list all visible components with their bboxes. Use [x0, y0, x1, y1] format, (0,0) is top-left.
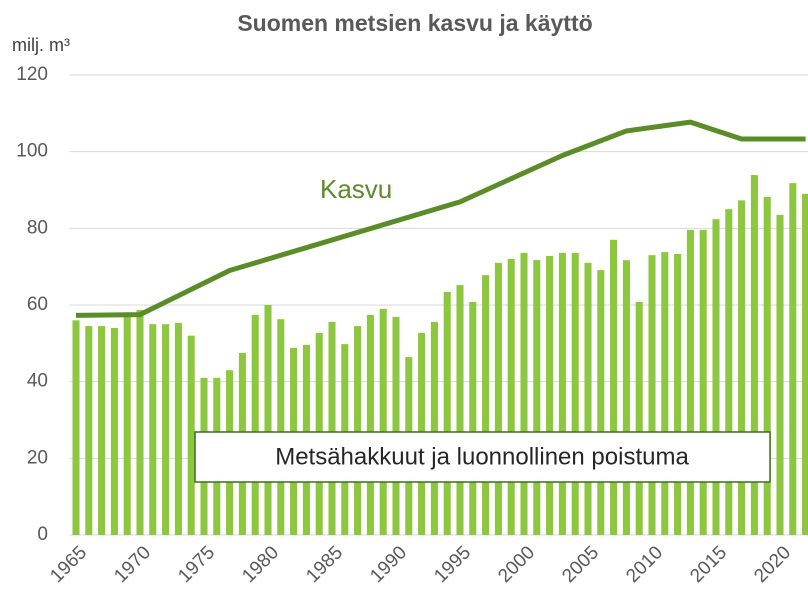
bar: [686, 229, 694, 535]
bar: [187, 335, 195, 535]
bar: [648, 255, 656, 535]
bar: [162, 324, 170, 535]
bar: [149, 324, 157, 535]
x-tick-label: 2015: [686, 542, 731, 587]
bar: [584, 262, 592, 535]
y-tick-label: 40: [27, 371, 48, 392]
bar: [533, 260, 541, 535]
y-axis-label: milj. m³: [12, 35, 70, 55]
line-label: Kasvu: [320, 174, 392, 204]
bar: [85, 326, 93, 535]
bar: [546, 255, 554, 535]
bar: [264, 305, 272, 535]
x-tick-label: 2000: [494, 542, 539, 587]
bar: [110, 328, 118, 535]
x-tick-label: 1965: [46, 542, 91, 587]
bar: [469, 301, 477, 535]
bar: [456, 285, 464, 535]
bar: [494, 262, 502, 535]
x-tick-label: 1990: [366, 542, 411, 587]
bar: [354, 326, 362, 535]
bar: [571, 252, 579, 535]
bar: [712, 219, 720, 535]
bar: [379, 308, 387, 535]
y-tick-label: 120: [16, 64, 48, 85]
bar: [558, 252, 566, 535]
bar: [622, 260, 630, 535]
bar: [72, 320, 80, 535]
y-tick-label: 0: [37, 524, 48, 545]
bar: [430, 321, 438, 535]
bar: [789, 183, 797, 535]
bar: [763, 196, 771, 535]
bar: [750, 175, 758, 536]
bar: [597, 270, 605, 535]
x-tick-label: 1995: [430, 542, 475, 587]
legend-box: [194, 431, 771, 483]
bar: [251, 314, 259, 535]
line: [75, 119, 806, 318]
bar: [98, 326, 106, 535]
y-tick-label: 100: [16, 141, 48, 162]
bar: [738, 200, 746, 535]
x-tick-label: 2010: [622, 542, 667, 587]
bar: [610, 239, 618, 536]
bar: [366, 314, 374, 535]
bar: [277, 319, 285, 535]
bar: [661, 252, 669, 535]
bar: [482, 275, 490, 535]
bar: [699, 229, 707, 535]
y-tick-label: 20: [27, 447, 48, 468]
legend-label: Metsähakkuut ja luonnollinen poistuma: [275, 443, 689, 470]
bar: [776, 214, 784, 535]
bar: [520, 252, 528, 535]
y-tick-label: 80: [27, 217, 48, 238]
x-tick-label: 2020: [750, 542, 795, 587]
bar: [136, 309, 144, 535]
bar: [802, 193, 808, 536]
x-tick-label: 1975: [174, 542, 219, 587]
x-tick-label: 1985: [302, 542, 347, 587]
bar: [674, 254, 682, 535]
y-tick-label: 60: [27, 294, 48, 315]
x-tick-label: 1980: [238, 542, 283, 587]
bar: [392, 316, 400, 535]
bar: [174, 323, 182, 535]
x-tick-label: 2005: [558, 542, 603, 587]
x-tick-label: 1970: [110, 542, 155, 587]
bar: [123, 316, 131, 535]
bar: [635, 301, 643, 535]
bar: [443, 291, 451, 535]
bar: [507, 259, 515, 535]
bar: [328, 321, 336, 535]
chart-title: Suomen metsien kasvu ja käyttö: [237, 10, 592, 36]
bar: [725, 209, 733, 535]
